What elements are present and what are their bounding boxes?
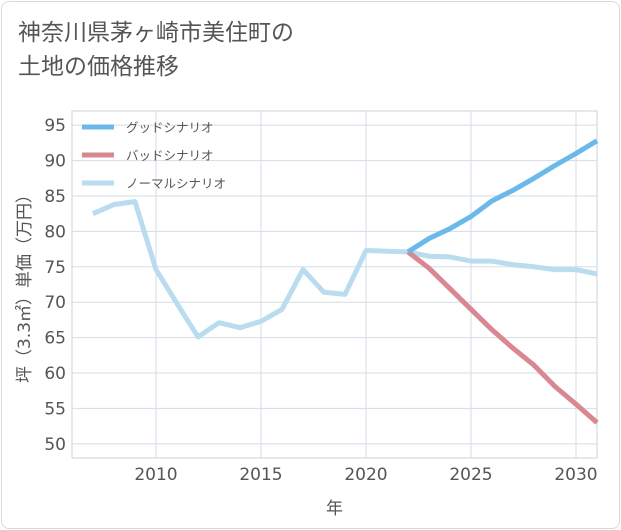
x-tick-label: 2025 bbox=[449, 465, 492, 485]
legend-label: バッドシナリオ bbox=[126, 148, 214, 163]
y-tick-label: 85 bbox=[44, 187, 66, 207]
y-axis-label: 坪（3.3㎡）単価（万円） bbox=[15, 186, 35, 383]
x-tick-label: 2015 bbox=[239, 465, 282, 485]
legend-item-normal: ノーマルシナリオ bbox=[82, 176, 226, 191]
legend-label: グッドシナリオ bbox=[126, 120, 214, 135]
y-tick-label: 95 bbox=[44, 116, 66, 136]
x-tick-label: 2010 bbox=[134, 465, 177, 485]
y-tick-label: 80 bbox=[44, 222, 66, 242]
y-tick-label: 90 bbox=[44, 152, 66, 172]
x-axis-ticks: 2010 2015 2020 2025 2030 bbox=[134, 465, 597, 485]
x-axis-label: 年 bbox=[326, 499, 343, 519]
x-tick-label: 2020 bbox=[344, 465, 387, 485]
y-tick-label: 65 bbox=[44, 329, 66, 349]
y-tick-label: 55 bbox=[44, 399, 66, 419]
grid-lines bbox=[71, 110, 598, 459]
plot-area bbox=[71, 110, 598, 459]
good-scenario-line bbox=[406, 138, 599, 255]
x-tick-label: 2030 bbox=[554, 465, 597, 485]
chart-title-line-2: 土地の価格推移 bbox=[18, 54, 179, 80]
chart-title-line-1: 神奈川県茅ヶ崎市美住町の bbox=[18, 20, 294, 46]
y-axis-ticks: 50 55 60 65 70 75 80 85 90 95 bbox=[44, 116, 66, 455]
legend-label: ノーマルシナリオ bbox=[126, 176, 226, 191]
y-tick-label: 60 bbox=[44, 364, 66, 384]
bad-scenario-line bbox=[406, 249, 599, 425]
y-tick-label: 50 bbox=[44, 435, 66, 455]
normal-scenario-line bbox=[91, 199, 598, 340]
legend-item-good: グッドシナリオ bbox=[82, 120, 214, 135]
series-lines bbox=[91, 138, 599, 425]
y-tick-label: 75 bbox=[44, 258, 66, 278]
chart-title: 神奈川県茅ヶ崎市美住町の 土地の価格推移 bbox=[18, 16, 294, 84]
y-tick-label: 70 bbox=[44, 293, 66, 313]
legend-item-bad: バッドシナリオ bbox=[82, 148, 214, 163]
